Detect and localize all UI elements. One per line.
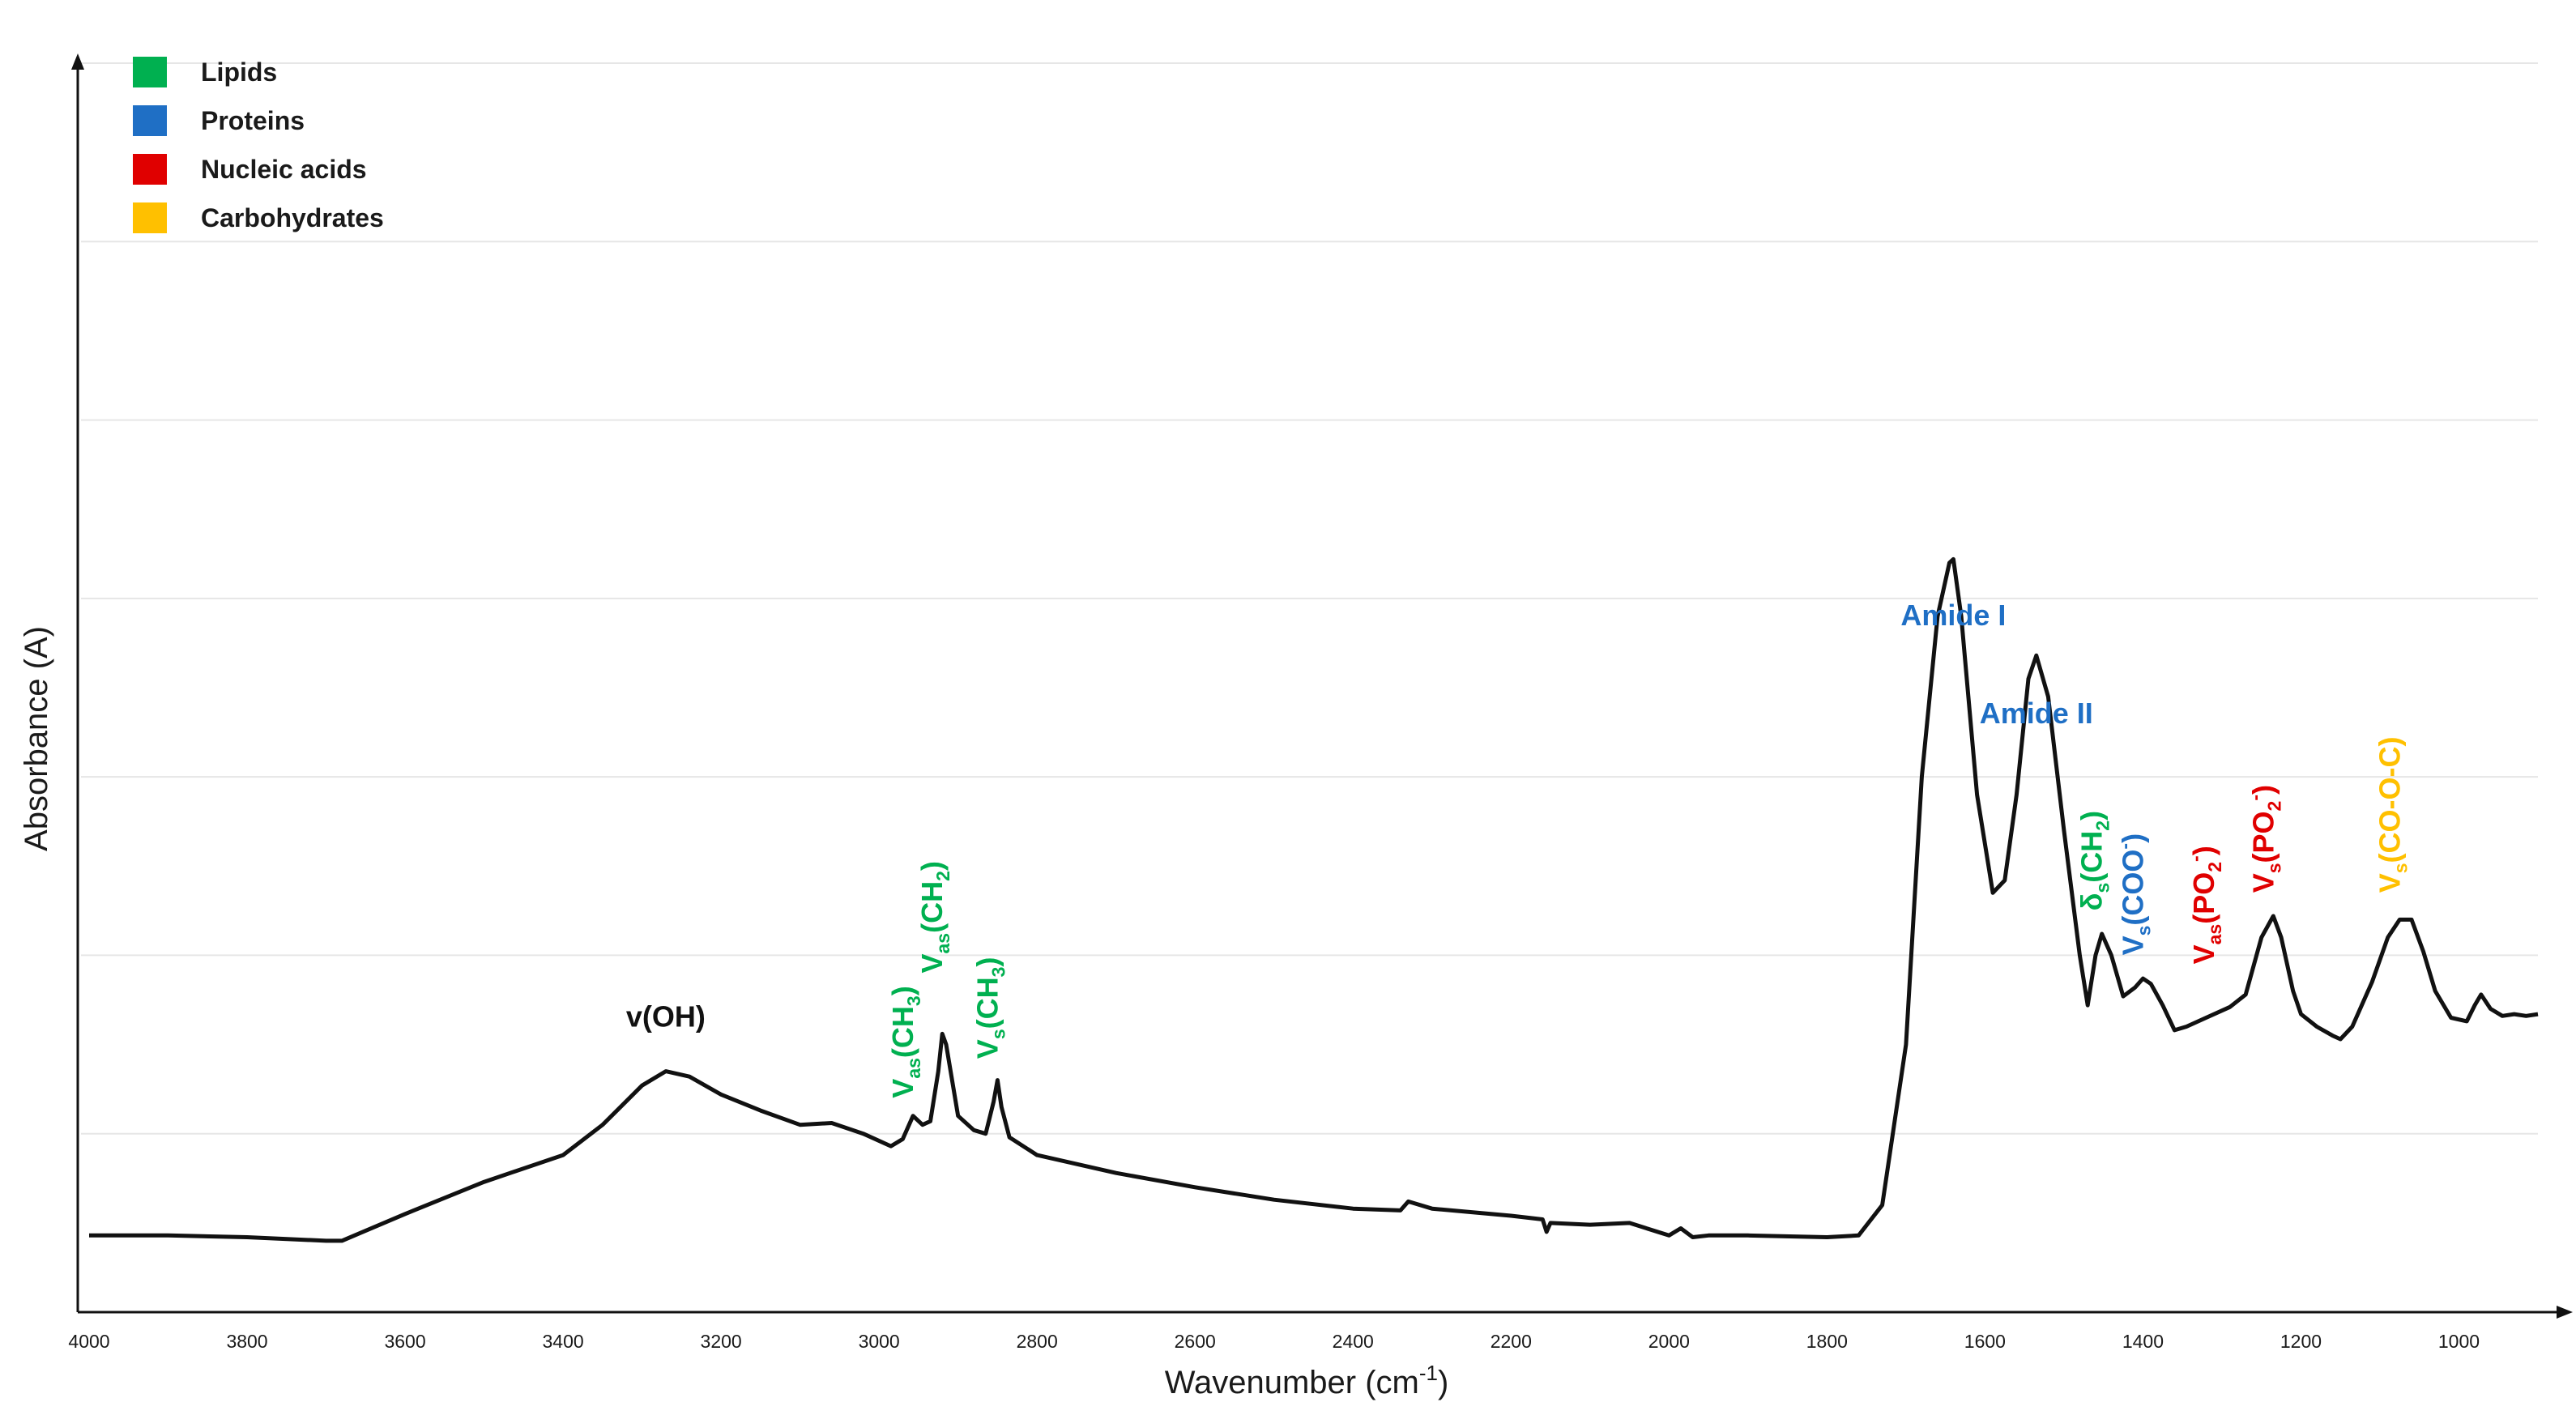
peak-label-part: (CH [970, 977, 1004, 1029]
legend-swatch [133, 105, 167, 136]
peak-label-part: 2 [2092, 820, 2113, 831]
peak-label-part: s [2092, 883, 2113, 893]
peak-label-part: 2 [932, 871, 953, 881]
peak-label-vertical: Vas(CH2) [915, 861, 953, 973]
peak-label-part: V [2187, 944, 2220, 964]
peak-label-part: (PO [2187, 872, 2220, 924]
peak-label-vertical: Vas(CH3) [886, 986, 924, 1097]
peak-label-part: ) [2187, 846, 2220, 855]
peak-label: Amide II [1980, 697, 2093, 730]
peak-label-part: as [932, 933, 953, 954]
peak-label-part: as [2204, 924, 2225, 945]
peak-label-part: - [2185, 855, 2206, 862]
peak-label-vertical: Vs(CO-O-C) [2373, 737, 2411, 893]
peak-label: Amide I [1900, 599, 2006, 632]
peak-label-part: V [970, 1039, 1004, 1059]
legend-label: Carbohydrates [201, 203, 384, 232]
peak-label-part: as [903, 1058, 924, 1079]
x-axis-title-main: Wavenumber (cm [1165, 1365, 1419, 1400]
peak-label-part: s [2263, 863, 2284, 873]
peak-label-part: 2 [2263, 801, 2284, 812]
x-tick-label: 2200 [1491, 1331, 1532, 1352]
legend-label: Lipids [201, 58, 277, 87]
x-tick-label: 1800 [1806, 1331, 1848, 1352]
peak-label: v(OH) [626, 1000, 706, 1034]
peak-label-part: (CH [886, 1006, 919, 1058]
peak-label-part: (COO [2116, 850, 2149, 926]
peak-label-part: (CH [915, 881, 949, 933]
peak-label-part: s [987, 1029, 1009, 1039]
x-tick-labels: 4000 3800 3600 3400 3200 3000 2800 2600 2400 2200… [68, 1331, 2480, 1352]
x-tick-label: 3400 [543, 1331, 584, 1352]
peak-label-part: V [2116, 936, 2149, 955]
peak-label-part: s [2390, 863, 2411, 873]
x-tick-label: 1000 [2438, 1331, 2480, 1352]
y-axis-arrow [71, 53, 84, 70]
peak-label-part: V [886, 1079, 919, 1098]
peak-label-part: s [2133, 926, 2154, 936]
peak-label-part: - [2113, 843, 2135, 850]
legend-swatch [133, 154, 167, 185]
x-axis-arrow [2557, 1306, 2573, 1319]
peak-label-part: ) [915, 861, 949, 871]
x-tick-label: 1200 [2280, 1331, 2322, 1352]
x-tick-label: 3600 [384, 1331, 425, 1352]
x-tick-label: 2000 [1648, 1331, 1690, 1352]
legend-swatch [133, 202, 167, 233]
peak-label-part: ) [886, 986, 919, 995]
x-tick-label: 2600 [1175, 1331, 1216, 1352]
x-tick-label: 3200 [701, 1331, 742, 1352]
peak-label-part: ) [2116, 833, 2149, 843]
peak-label-part: ) [2075, 811, 2109, 820]
x-axis-title-close: ) [1438, 1365, 1448, 1400]
peak-label-part: (CH [2075, 831, 2109, 883]
axes [71, 53, 2573, 1319]
x-tick-label: 1400 [2122, 1331, 2164, 1352]
legend: Lipids Proteins Nucleic acids Carbohydrates [133, 57, 384, 233]
peak-label-part: (PO [2246, 811, 2280, 863]
peak-label-part: ) [2246, 785, 2280, 795]
x-tick-label: 2400 [1333, 1331, 1374, 1352]
x-tick-label: 3000 [859, 1331, 900, 1352]
x-tick-label: 1600 [1964, 1331, 2006, 1352]
peak-label-part: ) [970, 957, 1004, 967]
peak-label-vertical: Vs(COO-) [2113, 833, 2154, 955]
legend-swatch [133, 57, 167, 87]
peak-label-part: V [915, 953, 949, 973]
x-axis-title-superscript: -1 [1419, 1361, 1438, 1385]
peak-label-part: - [2244, 795, 2265, 801]
x-axis-title: Wavenumber (cm-1) [1165, 1361, 1449, 1400]
peak-label-part: 3 [903, 995, 924, 1006]
peak-label-vertical: Vas(PO2-) [2185, 846, 2225, 964]
peak-label-vertical: Vs(CH3) [970, 957, 1009, 1059]
legend-label: Nucleic acids [201, 155, 367, 184]
y-axis-title: Absorbance (A) [19, 626, 54, 851]
x-tick-label: 3800 [226, 1331, 267, 1352]
peak-label-part: V [2246, 873, 2280, 893]
series-line [89, 556, 2539, 1243]
peak-label-part: V [2373, 873, 2406, 893]
gridlines [81, 62, 2538, 1135]
legend-label: Proteins [201, 106, 305, 135]
peak-label-part: δ [2075, 893, 2109, 911]
x-tick-label: 2800 [1017, 1331, 1058, 1352]
peak-label-vertical: Vs(PO2-) [2244, 785, 2284, 893]
peak-label-part: (CO-O-C) [2373, 737, 2406, 863]
peak-label-vertical: δs(CH2) [2075, 811, 2113, 910]
peak-label-part: 2 [2204, 862, 2225, 872]
x-tick-label: 4000 [68, 1331, 109, 1352]
peak-label-part: 3 [987, 967, 1009, 978]
